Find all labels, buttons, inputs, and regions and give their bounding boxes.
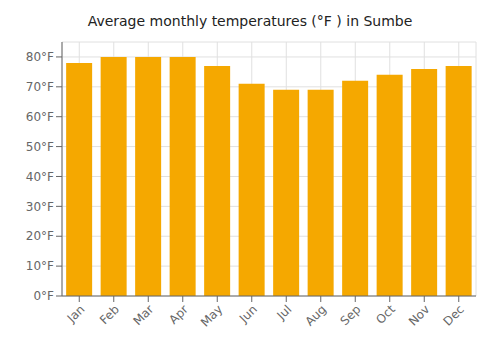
html-text:Average monthly temperatures (: Average monthly temperatures (°F ) in Su… (87, 13, 413, 29)
svg-text:10°F: 10°F (26, 259, 54, 273)
svg-text:Jan: Jan (64, 302, 88, 326)
svg-text:Dec: Dec (441, 302, 467, 328)
svg-text:Oct: Oct (373, 302, 398, 327)
svg-text:Sep: Sep (337, 302, 363, 328)
svg-text:80°F: 80°F (26, 50, 54, 64)
svg-text:60°F: 60°F (26, 110, 54, 124)
svg-text:May: May (198, 302, 225, 329)
svg-text:70°F: 70°F (26, 80, 54, 94)
svg-text:50°F: 50°F (26, 140, 54, 154)
svg-text:0°F: 0°F (33, 289, 54, 303)
svg-text:Apr: Apr (166, 302, 191, 327)
svg-text:20°F: 20°F (26, 229, 54, 243)
svg-text:Jul: Jul (274, 302, 295, 323)
svg-text:30°F: 30°F (26, 200, 54, 214)
svg-text:40°F: 40°F (26, 170, 54, 184)
svg-text:Mar: Mar (130, 302, 156, 328)
svg-text:Aug: Aug (302, 302, 328, 328)
svg-text:Jun: Jun (236, 302, 260, 326)
svg-text:Feb: Feb (97, 302, 122, 327)
svg-text:Nov: Nov (406, 302, 432, 328)
